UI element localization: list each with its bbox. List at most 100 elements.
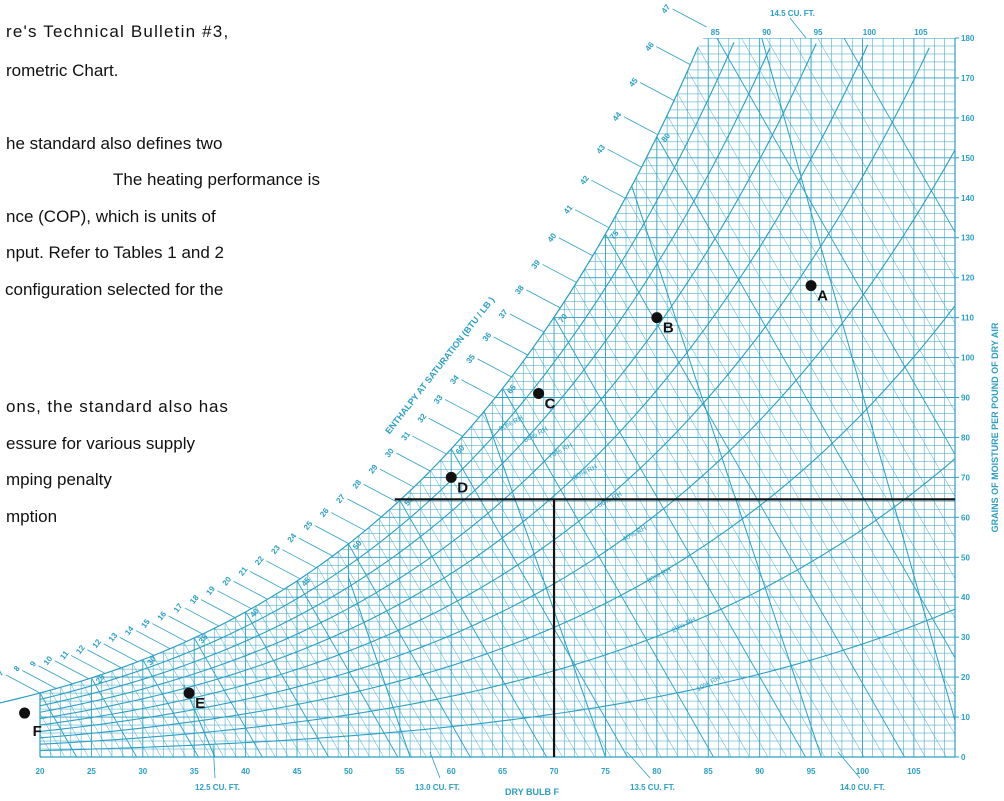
wet-bulb-line [80,681,125,757]
wet-bulb-line [111,670,162,757]
enthalpy-tick-label: 36 [481,330,494,343]
x-top-tick-label: 100 [863,28,877,37]
text-line-5: nce (COP), which is units of [6,207,216,226]
wet-bulb-line [543,332,787,757]
enthalpy-tick-line [233,580,268,600]
x-axis-title: DRY BULB F [505,787,560,797]
rh-label-30: 30% RH [646,567,672,585]
wet-bulb-line [523,361,750,757]
text-line-7: configuration selected for the [5,280,224,299]
volume-leader [212,743,216,779]
enthalpy-tick-label: 40 [546,231,559,244]
x-tick-label: 80 [652,767,661,776]
enthalpy-tick-line [5,674,41,694]
enthalpy-tick-line [87,649,122,669]
volume-leader [837,751,861,779]
wet-bulb-line [70,684,113,757]
x-tick-label: 35 [190,767,199,776]
wet-bulb-line [101,674,150,757]
enthalpy-tick-label: 13 [107,631,120,644]
wet-bulb-line [307,573,413,757]
enthalpy-tick-label: 12 [91,637,104,650]
wet-bulb-line [615,215,926,757]
wet-bulb-line [636,177,955,757]
enthalpy-tick-line [493,336,528,356]
x-tick-label: 105 [907,767,921,776]
enthalpy-tick-label: 8 [12,664,22,673]
wet-bulb-line [409,490,563,757]
y-tick-label: 140 [961,194,975,203]
volume-leader [626,751,651,779]
enthalpy-tick-line [477,358,512,378]
wet-bulb-line [481,413,679,757]
wet-bulb-line [594,251,885,757]
wet-bulb-line [122,667,174,757]
volume-label: 13.5 CU. FT. [630,783,675,792]
x-tick-label: 50 [344,767,353,776]
volume-label: 12.5 CU. FT. [195,783,240,792]
wet-bulb-line [255,605,343,757]
enthalpy-tick-line [314,525,350,544]
rh-curve-20 [39,458,956,745]
enthalpy-tick-label: 45 [627,76,640,89]
wet-bulb-line [461,437,645,757]
bulletin-text-fragment: re's Technical Bulletin #3, rometric Cha… [0,0,330,526]
enthalpy-tick-line [574,209,610,229]
state-point-label-f: F [33,723,42,740]
y-tick-label: 20 [961,673,970,682]
wet-bulb-line [450,448,628,757]
state-point-a [805,280,817,292]
wet-bulb-line [183,642,250,757]
enthalpy-tick-line [461,379,496,399]
volume-leader [429,751,441,779]
enthalpy-tick-line [542,264,577,283]
enthalpy-tick-line [396,452,431,472]
state-point-f [19,707,31,719]
wet-bulb-line [235,617,316,757]
enthalpy-tick-label: 42 [578,173,591,186]
wet-bulb-line [574,285,845,757]
state-point-label-a: A [817,288,828,305]
volume-line [347,577,411,757]
volume-line [615,137,822,757]
wet-bulb-line [142,659,199,757]
x-top-tick-label: 85 [711,28,720,37]
wet-bulb-line [677,93,955,757]
enthalpy-tick-line [412,435,447,455]
y-tick-label: 120 [961,274,975,283]
volume-label: 13.0 CU. FT. [415,783,460,792]
text-line-8: ons, the standard also has [6,397,229,416]
wet-bulb-line [276,593,370,757]
wet-bulb-line [0,705,18,757]
enthalpy-tick-line [135,630,171,650]
enthalpy-tick-label: 34 [448,373,461,386]
rh-curve-50 [39,47,930,726]
volume-leader [789,17,807,39]
enthalpy-tick-line [70,655,106,674]
enthalpy-tick-line [282,549,317,569]
wet-bulb-line [553,317,806,757]
state-point-label-c: C [545,396,556,413]
rh-curve-90 [39,42,735,700]
y-tick-label: 10 [961,713,970,722]
wet-bulb-label: 45 [300,575,313,588]
enthalpy-tick-label: 11 [58,649,71,662]
volume-line [738,38,955,757]
wet-bulb-line [40,692,78,757]
enthalpy-tick-label: 39 [530,258,543,271]
enthalpy-tick-line [38,665,73,685]
wet-bulb-line [348,543,471,757]
enthalpy-tick-label: 41 [562,203,575,216]
wet-bulb-line [40,695,65,757]
enthalpy-tick-label: 26 [318,506,331,519]
enthalpy-tick-line [526,289,561,309]
wet-bulb-line [50,690,89,757]
enthalpy-tick-line [558,237,593,257]
wet-bulb-label: 60 [454,443,467,456]
wet-bulb-line [337,551,456,757]
y-tick-label: 180 [961,34,975,43]
text-line-9: essure for various supply [6,434,195,453]
enthalpy-tick-label: 14 [123,624,136,637]
enthalpy-tick-label: 29 [367,462,380,475]
